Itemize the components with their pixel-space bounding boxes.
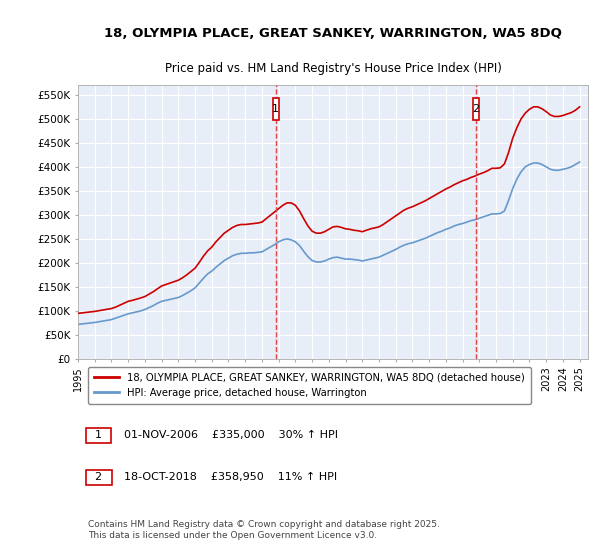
FancyBboxPatch shape	[273, 99, 279, 120]
Text: 1: 1	[272, 104, 280, 114]
Text: 2: 2	[88, 473, 109, 482]
Text: 18, OLYMPIA PLACE, GREAT SANKEY, WARRINGTON, WA5 8DQ: 18, OLYMPIA PLACE, GREAT SANKEY, WARRING…	[104, 27, 562, 40]
Text: 18-OCT-2018    £358,950    11% ↑ HPI: 18-OCT-2018 £358,950 11% ↑ HPI	[124, 473, 337, 482]
Text: 2: 2	[472, 104, 479, 114]
Legend: 18, OLYMPIA PLACE, GREAT SANKEY, WARRINGTON, WA5 8DQ (detached house), HPI: Aver: 18, OLYMPIA PLACE, GREAT SANKEY, WARRING…	[88, 367, 531, 404]
Text: 01-NOV-2006    £335,000    30% ↑ HPI: 01-NOV-2006 £335,000 30% ↑ HPI	[124, 430, 338, 440]
Text: Price paid vs. HM Land Registry's House Price Index (HPI): Price paid vs. HM Land Registry's House …	[164, 62, 502, 74]
FancyBboxPatch shape	[473, 99, 479, 120]
Text: Contains HM Land Registry data © Crown copyright and database right 2025.
This d: Contains HM Land Registry data © Crown c…	[88, 520, 440, 540]
Text: 1: 1	[88, 430, 109, 440]
